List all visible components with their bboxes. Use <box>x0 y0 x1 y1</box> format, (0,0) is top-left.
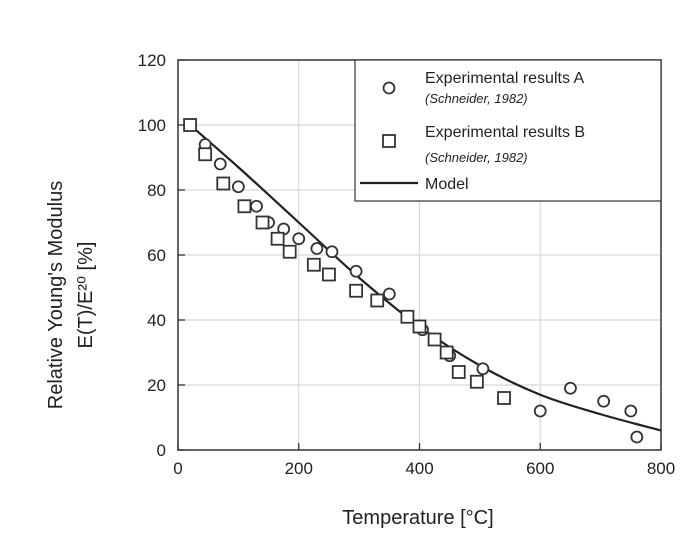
y-tick-label: 60 <box>147 246 166 265</box>
series-a-point <box>231 180 245 194</box>
series-b-point <box>400 309 415 324</box>
series-a-point <box>325 245 339 259</box>
x-tick-label: 600 <box>526 459 554 478</box>
series-b-point <box>183 118 197 132</box>
series-b-point <box>412 319 427 334</box>
series-b-point <box>216 176 231 191</box>
y-tick-label: 100 <box>138 116 166 135</box>
legend: Experimental results A (Schneider, 1982)… <box>354 59 662 202</box>
series-a-point <box>630 430 644 444</box>
y-tick-label: 0 <box>157 441 166 460</box>
series-b-markers <box>183 118 511 405</box>
x-tick-label: 400 <box>405 459 433 478</box>
series-a-point <box>349 264 363 278</box>
series-b-point <box>439 345 454 360</box>
legend-marker-a <box>382 81 396 95</box>
x-tick-label: 200 <box>285 459 313 478</box>
x-tick-label: 800 <box>647 459 675 478</box>
y-tick-label: 120 <box>138 51 166 70</box>
y-tick-label: 40 <box>147 311 166 330</box>
y-tick-label: 20 <box>147 376 166 395</box>
legend-marker-b <box>382 134 396 148</box>
y-tick-label: 80 <box>147 181 166 200</box>
legend-label-b: Experimental results B <box>425 124 585 141</box>
series-b-point <box>198 147 213 162</box>
y-axis-ticks: 0 20 40 60 80 100 120 <box>138 51 185 460</box>
series-b-point <box>255 215 270 230</box>
series-a-point <box>382 287 396 301</box>
series-b-point <box>306 257 321 272</box>
y-axis-title-line1: Relative Young's Modulus <box>45 181 67 409</box>
series-a-point <box>292 232 306 246</box>
x-axis-title: Temperature [°C] <box>342 507 493 529</box>
x-tick-label: 0 <box>173 459 182 478</box>
series-b-point <box>370 293 385 308</box>
legend-box <box>354 59 662 202</box>
series-a-point <box>213 157 227 171</box>
series-b-point <box>469 374 484 389</box>
x-axis-ticks: 0 200 400 600 800 <box>173 443 675 478</box>
legend-source-b: (Schneider, 1982) <box>425 150 528 165</box>
legend-label-model: Model <box>425 176 469 193</box>
series-a-point <box>564 381 577 395</box>
series-a-point <box>310 242 324 255</box>
series-b-point <box>427 332 442 347</box>
series-b-point <box>270 231 285 246</box>
series-b-point <box>237 199 252 214</box>
series-b-point <box>497 391 511 405</box>
series-a-point <box>250 199 263 213</box>
y-axis-title-line2: E(T)/E²⁰ [%] <box>75 242 97 349</box>
series-b-point <box>322 267 336 282</box>
series-b-point <box>282 244 297 259</box>
series-b-point <box>349 283 364 298</box>
series-a-point <box>597 394 611 408</box>
legend-source-a: (Schneider, 1982) <box>425 91 528 106</box>
series-a-point <box>533 404 547 418</box>
legend-label-a: Experimental results A <box>425 70 585 87</box>
series-b-point <box>451 365 466 379</box>
series-a-point <box>476 362 490 376</box>
series-a-point <box>624 404 638 418</box>
